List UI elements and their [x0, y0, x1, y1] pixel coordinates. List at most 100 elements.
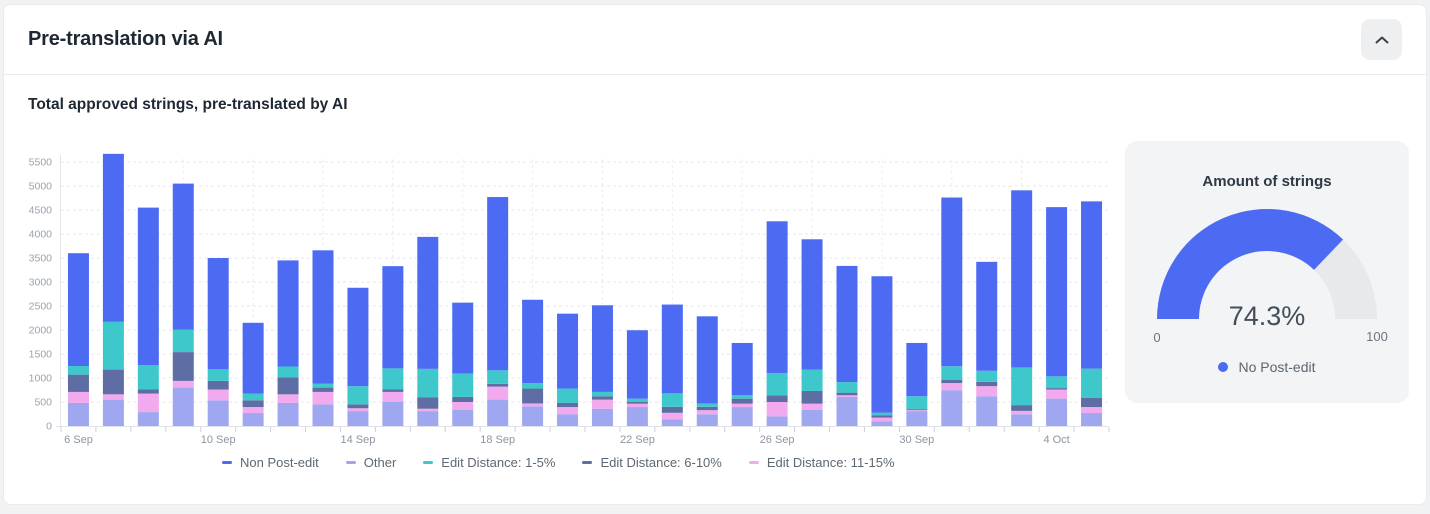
bar-segment[interactable]: [1046, 389, 1068, 399]
bar-segment[interactable]: [836, 382, 858, 393]
bar-segment[interactable]: [626, 398, 648, 402]
bar-segment[interactable]: [277, 366, 299, 378]
bar-segment[interactable]: [102, 153, 124, 322]
bar-segment[interactable]: [347, 411, 369, 426]
bar-segment[interactable]: [661, 304, 683, 394]
bar-segment[interactable]: [1046, 376, 1068, 389]
bar-segment[interactable]: [591, 391, 613, 397]
bar-segment[interactable]: [836, 265, 858, 383]
bar-segment[interactable]: [591, 408, 613, 426]
bar-segment[interactable]: [941, 197, 963, 367]
bar-segment[interactable]: [207, 400, 229, 426]
bar-segment[interactable]: [801, 369, 823, 391]
bar-segment[interactable]: [626, 403, 648, 408]
bar-segment[interactable]: [242, 322, 264, 394]
bar-segment[interactable]: [452, 302, 474, 374]
bar-segment[interactable]: [487, 386, 509, 400]
bar-segment[interactable]: [661, 406, 683, 413]
bar-segment[interactable]: [207, 258, 229, 370]
bar-segment[interactable]: [941, 366, 963, 380]
gauge-value-arc[interactable]: [1157, 209, 1344, 319]
bar-segment[interactable]: [207, 380, 229, 390]
bar-segment[interactable]: [137, 412, 159, 426]
bar-segment[interactable]: [522, 383, 544, 389]
bar-segment[interactable]: [941, 390, 963, 426]
bar-segment[interactable]: [382, 266, 404, 369]
bar-segment[interactable]: [347, 386, 369, 405]
bar-segment[interactable]: [487, 383, 509, 387]
bar-segment[interactable]: [591, 396, 613, 400]
bar-segment[interactable]: [731, 395, 753, 399]
bar-segment[interactable]: [661, 419, 683, 426]
bar-segment[interactable]: [417, 411, 439, 426]
bar-segment[interactable]: [766, 395, 788, 402]
bar-segment[interactable]: [696, 403, 718, 407]
bar-segment[interactable]: [102, 369, 124, 395]
legend-item[interactable]: Non Post-edit: [222, 455, 319, 470]
bar-segment[interactable]: [801, 239, 823, 370]
bar-segment[interactable]: [242, 407, 264, 414]
bar-segment[interactable]: [242, 413, 264, 426]
bar-segment[interactable]: [312, 250, 334, 384]
bar-segment[interactable]: [207, 369, 229, 381]
bar-segment[interactable]: [102, 399, 124, 426]
bar-segment[interactable]: [102, 394, 124, 400]
bar-segment[interactable]: [1081, 368, 1103, 398]
bar-segment[interactable]: [1046, 207, 1068, 377]
bar-segment[interactable]: [906, 396, 928, 410]
bar-segment[interactable]: [591, 399, 613, 409]
bar-segment[interactable]: [871, 417, 893, 422]
bar-segment[interactable]: [382, 391, 404, 402]
bar-segment[interactable]: [557, 402, 579, 408]
bar-segment[interactable]: [661, 393, 683, 407]
bar-segment[interactable]: [417, 408, 439, 412]
bar-segment[interactable]: [836, 395, 858, 397]
bar-segment[interactable]: [591, 305, 613, 392]
bar-segment[interactable]: [172, 380, 194, 388]
bar-segment[interactable]: [941, 379, 963, 384]
bar-segment[interactable]: [976, 381, 998, 387]
bar-segment[interactable]: [277, 377, 299, 395]
bar-segment[interactable]: [941, 383, 963, 391]
bar-segment[interactable]: [522, 403, 544, 407]
bar-segment[interactable]: [102, 321, 124, 370]
bar-segment[interactable]: [277, 260, 299, 367]
bar-segment[interactable]: [417, 397, 439, 409]
bar-segment[interactable]: [452, 396, 474, 402]
bar-segment[interactable]: [871, 421, 893, 426]
bar-segment[interactable]: [67, 402, 89, 426]
bar-segment[interactable]: [801, 409, 823, 426]
bar-segment[interactable]: [906, 342, 928, 397]
bar-segment[interactable]: [67, 391, 89, 403]
bar-segment[interactable]: [417, 236, 439, 369]
bar-segment[interactable]: [557, 414, 579, 426]
legend-item[interactable]: Edit Distance: 6-10%: [582, 455, 722, 470]
bar-segment[interactable]: [172, 387, 194, 426]
bar-segment[interactable]: [871, 276, 893, 413]
bar-segment[interactable]: [382, 389, 404, 392]
bar-segment[interactable]: [976, 386, 998, 397]
bar-segment[interactable]: [557, 313, 579, 389]
bar-segment[interactable]: [696, 406, 718, 411]
bar-segment[interactable]: [836, 396, 858, 426]
bar-segment[interactable]: [382, 402, 404, 426]
bar-segment[interactable]: [801, 403, 823, 410]
bar-segment[interactable]: [137, 207, 159, 366]
bar-segment[interactable]: [382, 368, 404, 390]
bar-segment[interactable]: [137, 389, 159, 394]
legend-item[interactable]: Other: [345, 455, 396, 470]
bar-segment[interactable]: [312, 404, 334, 426]
bar-segment[interactable]: [487, 399, 509, 426]
bar-segment[interactable]: [836, 392, 858, 396]
bar-segment[interactable]: [731, 398, 753, 404]
bar-segment[interactable]: [172, 329, 194, 353]
bar-segment[interactable]: [1081, 201, 1103, 369]
bar-segment[interactable]: [417, 368, 439, 398]
bar-segment[interactable]: [207, 389, 229, 401]
bar-segment[interactable]: [172, 183, 194, 330]
bar-segment[interactable]: [766, 402, 788, 417]
collapse-button[interactable]: [1361, 19, 1402, 60]
bar-segment[interactable]: [766, 221, 788, 373]
bar-segment[interactable]: [696, 410, 718, 415]
gauge-legend[interactable]: No Post-edit: [1125, 359, 1409, 375]
